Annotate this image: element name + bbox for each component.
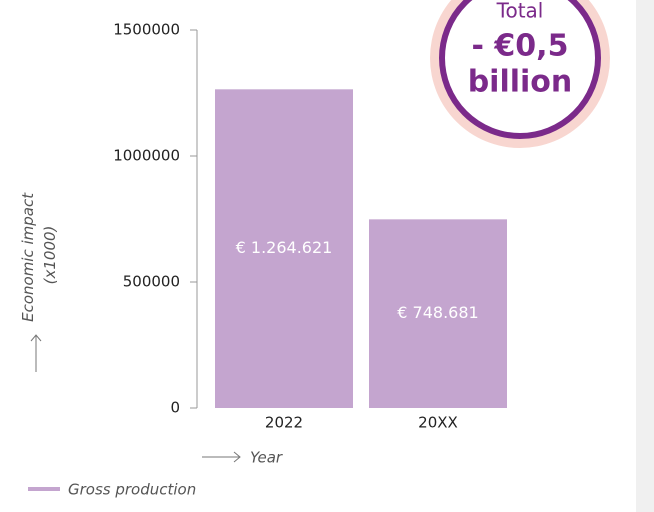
x-tick-label: 2022: [265, 414, 303, 432]
badge-text: Total: [496, 0, 544, 23]
bar: [369, 219, 507, 408]
y-axis-label: Economic impact (x1000): [19, 188, 59, 322]
value-label: € 748.681: [397, 303, 478, 322]
y-tick-label: 0: [170, 399, 180, 417]
bar: [215, 89, 353, 409]
side-panel: [636, 0, 654, 512]
x-arrow-head: [233, 451, 241, 463]
y-tick-label: 500000: [123, 273, 180, 291]
x-axis-label: Year: [250, 449, 283, 467]
legend-label: Gross production: [68, 481, 196, 499]
y-tick-label: 1000000: [113, 147, 180, 165]
badge: [439, 0, 601, 139]
y-axis-label-line: (x1000): [41, 226, 59, 285]
x-tick-label: 20XX: [418, 414, 458, 432]
y-arrow-head: [30, 334, 42, 342]
badge-text: billion: [468, 65, 573, 100]
badge-text: - €0,5: [472, 29, 569, 64]
y-axis-label-line: Economic impact: [19, 192, 37, 322]
y-tick-label: 1500000: [113, 21, 180, 39]
value-label: € 1.264.621: [236, 238, 333, 257]
